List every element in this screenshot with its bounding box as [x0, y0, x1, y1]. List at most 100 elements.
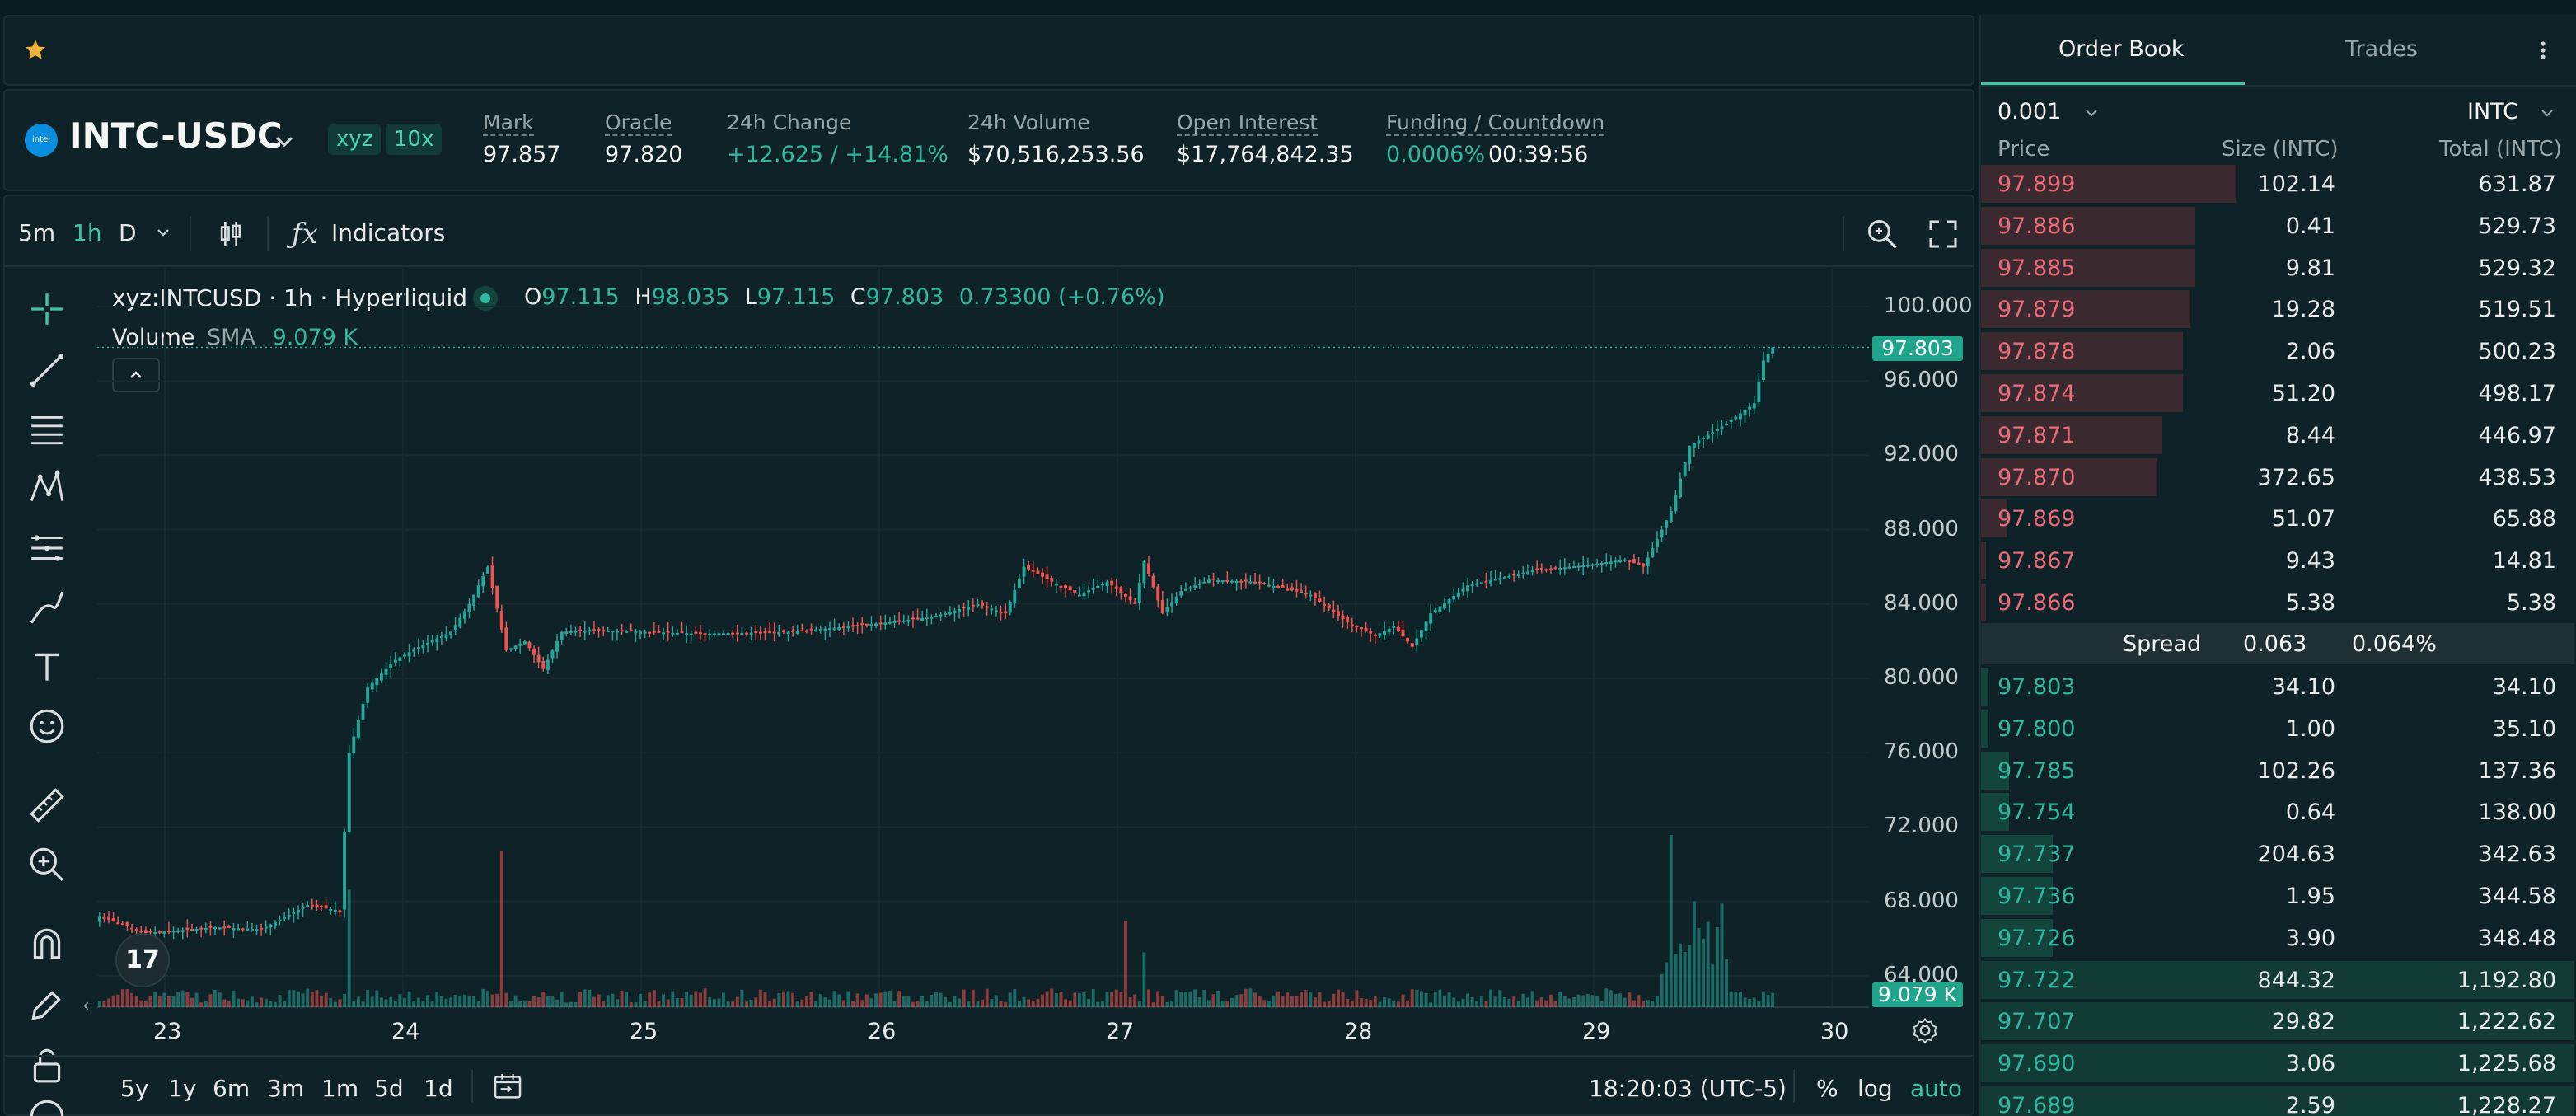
bid-row[interactable]: 97.736 1.95 344.58 [1981, 875, 2574, 917]
candle-body [1262, 582, 1267, 584]
brush-icon[interactable] [26, 588, 68, 630]
lock-icon[interactable] [26, 1045, 68, 1086]
candle-body [1105, 581, 1109, 587]
volume-bar [1105, 992, 1109, 1007]
bid-row[interactable]: 97.785 102.26 137.36 [1981, 750, 2574, 791]
settings-gear-icon[interactable] [1910, 1015, 1940, 1045]
zoom-in-icon[interactable] [26, 844, 68, 885]
volume-bar [458, 996, 462, 1007]
ask-row[interactable]: 97.899 102.14 631.87 [1981, 163, 2574, 204]
candle-style-icon[interactable] [214, 218, 247, 251]
price-cell: 97.867 [1998, 548, 2076, 574]
date-range-icon[interactable] [491, 1070, 524, 1103]
bid-row[interactable]: 97.690 3.06 1,225.68 [1981, 1043, 2574, 1084]
log-toggle[interactable]: log [1857, 1075, 1893, 1102]
pair-name: INTC-USDC [69, 115, 283, 156]
candle-body [370, 682, 374, 690]
ask-row[interactable]: 97.867 9.43 14.81 [1981, 540, 2574, 581]
range-1m[interactable]: 1m [321, 1075, 359, 1102]
candle-body [662, 632, 666, 635]
star-icon[interactable] [23, 38, 48, 63]
total-cell: 1,228.27 [2457, 1093, 2556, 1116]
zoom-search-icon[interactable] [1864, 216, 1900, 252]
candle-body [1572, 566, 1576, 569]
bid-row[interactable]: 97.754 0.64 138.00 [1981, 791, 2574, 832]
ruler-icon[interactable] [26, 785, 68, 826]
bid-row[interactable]: 97.707 29.82 1,222.62 [1981, 1001, 2574, 1042]
volume-bar [717, 998, 721, 1007]
candle-body [485, 566, 489, 574]
chevron-down-icon[interactable] [153, 223, 173, 242]
candle-body [1091, 588, 1095, 590]
candle-body [606, 631, 610, 633]
chevron-down-icon[interactable] [272, 129, 297, 153]
volume-bar [749, 999, 753, 1007]
ask-row[interactable]: 97.886 0.41 529.73 [1981, 205, 2574, 246]
range-6m[interactable]: 6m [213, 1075, 251, 1102]
emoji-icon[interactable] [26, 706, 68, 747]
candle-body [1590, 564, 1595, 566]
volume-bar [1539, 997, 1543, 1007]
collapse-legend-button[interactable] [112, 358, 160, 392]
unit-select[interactable]: INTC [2467, 99, 2557, 124]
pattern-icon[interactable] [26, 467, 68, 508]
horizontal-lines-icon[interactable] [26, 409, 68, 450]
indicators-icon[interactable]: ƒx [292, 218, 318, 251]
candle-body [1272, 586, 1276, 588]
volume-bar [379, 997, 383, 1007]
interval-d[interactable]: D [119, 219, 137, 246]
crosshair-icon[interactable] [26, 288, 68, 330]
collapse-toolbar-icon[interactable]: ‹ [82, 996, 90, 1016]
magnet-icon[interactable] [26, 923, 68, 964]
bid-row[interactable]: 97.722 844.32 1,192.80 [1981, 959, 2574, 1001]
range-5y[interactable]: 5y [120, 1075, 149, 1102]
candle-body [499, 610, 503, 630]
size-cell: 9.81 [2285, 255, 2335, 281]
range-3m[interactable]: 3m [267, 1075, 305, 1102]
tick-size-select[interactable]: 0.001 [1998, 99, 2101, 124]
interval-5m[interactable]: 5m [18, 219, 56, 246]
ask-row[interactable]: 97.874 51.20 498.17 [1981, 373, 2574, 414]
bid-row[interactable]: 97.803 34.10 34.10 [1981, 666, 2574, 707]
candle-body [194, 928, 199, 931]
tab-trades[interactable]: Trades [2345, 36, 2418, 62]
tab-order-book[interactable]: Order Book [2058, 36, 2185, 62]
candle-body [476, 585, 480, 598]
volume-bar [1041, 994, 1044, 1007]
candle-body [1539, 567, 1543, 570]
trend-line-icon[interactable] [26, 349, 68, 391]
ask-row[interactable]: 97.885 9.81 529.32 [1981, 247, 2574, 288]
bid-row[interactable]: 97.689 2.59 1,228.27 [1981, 1085, 2574, 1116]
candle-body [1114, 586, 1118, 589]
range-1d[interactable]: 1d [424, 1075, 453, 1102]
bid-row[interactable]: 97.737 204.63 342.63 [1981, 833, 2574, 875]
ask-row[interactable]: 97.870 372.65 438.53 [1981, 457, 2574, 498]
ask-row[interactable]: 97.871 8.44 446.97 [1981, 415, 2574, 456]
ask-row[interactable]: 97.879 19.28 519.51 [1981, 288, 2574, 330]
candle-body [1757, 382, 1761, 402]
interval-1h[interactable]: 1h [73, 219, 102, 246]
bid-row[interactable]: 97.800 1.00 35.10 [1981, 708, 2574, 749]
fullscreen-icon[interactable] [1927, 218, 1960, 251]
percent-toggle[interactable]: % [1816, 1075, 1838, 1102]
ask-row[interactable]: 97.869 51.07 65.88 [1981, 498, 2574, 539]
price-cell: 97.885 [1998, 255, 2076, 281]
range-5d[interactable]: 5d [374, 1075, 404, 1102]
bid-row[interactable]: 97.726 3.90 348.48 [1981, 917, 2574, 959]
pair-selector[interactable]: INTC-USDC [69, 115, 283, 156]
eye-icon[interactable] [26, 1096, 68, 1116]
size-cell: 372.65 [2257, 464, 2335, 490]
range-1y[interactable]: 1y [168, 1075, 197, 1102]
volume-bar [1114, 989, 1118, 1007]
ask-row[interactable]: 97.878 2.06 500.23 [1981, 331, 2574, 372]
volume-bar [1267, 1001, 1271, 1007]
tab-active-underline [1981, 82, 2245, 85]
more-options-icon[interactable] [2538, 36, 2548, 64]
price-chart[interactable] [97, 269, 1869, 1009]
text-icon[interactable] [26, 646, 68, 687]
indicators-button[interactable]: Indicators [331, 219, 446, 246]
auto-toggle[interactable]: auto [1910, 1075, 1963, 1102]
ask-row[interactable]: 97.866 5.38 5.38 [1981, 582, 2574, 623]
pencil-lock-icon[interactable] [26, 984, 68, 1025]
fib-icon[interactable] [26, 528, 68, 569]
